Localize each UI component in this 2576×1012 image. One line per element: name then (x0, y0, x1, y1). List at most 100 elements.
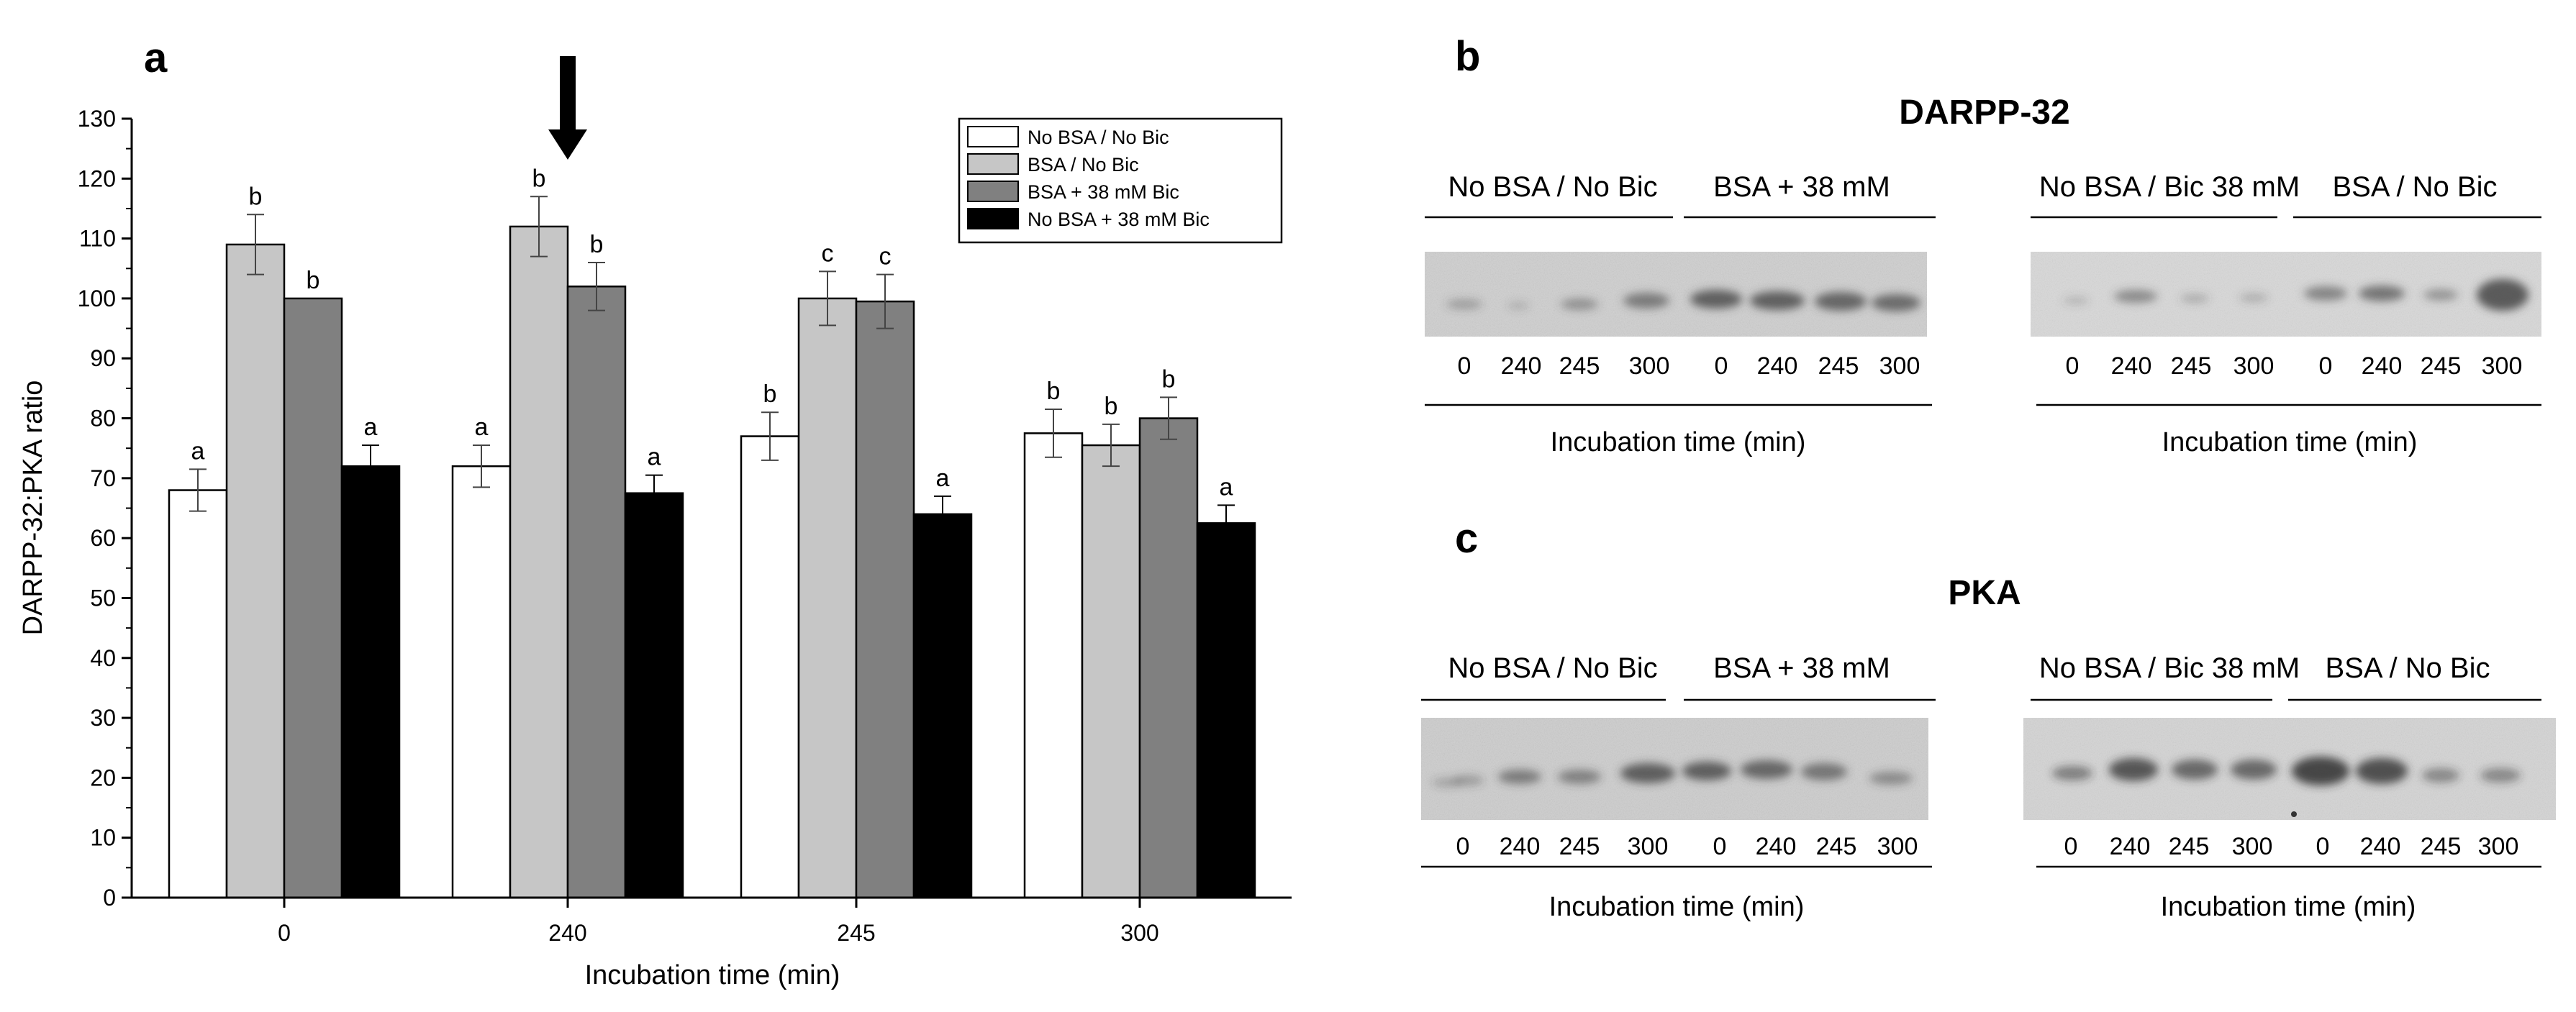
x-tick-label: 240 (548, 920, 586, 946)
lane-label: 245 (1818, 352, 1859, 380)
lane-label: 300 (1629, 352, 1670, 380)
y-tick-label: 110 (79, 226, 116, 252)
lane-label: 300 (2482, 352, 2523, 380)
significance-letter: c (879, 243, 892, 270)
blot-title-darpp32: DARPP-32 (1899, 94, 2069, 132)
y-tick-label: 100 (78, 286, 116, 311)
blot-panel-b: b DARPP-32 No BSA / No Bic BSA + 38 mM N… (1425, 33, 2541, 457)
lane-label: 300 (2232, 833, 2273, 860)
lane-label: 0 (1713, 833, 1727, 860)
blot-panel-c: c PKA No BSA / No Bic BSA + 38 mM No BSA… (1421, 515, 2556, 922)
lane-label: 0 (2064, 833, 2078, 860)
group-label: No BSA / No Bic (1448, 652, 1657, 684)
legend-label: No BSA / No Bic (1028, 127, 1169, 148)
x-axis-label: Incubation time (min) (585, 960, 840, 990)
significance-letter: b (1162, 365, 1176, 393)
legend-swatch (967, 208, 1019, 229)
bar (1023, 432, 1084, 899)
blot-image-darpp32-right (2031, 252, 2541, 337)
lane-label: 245 (2169, 833, 2210, 860)
significance-letter: a (475, 414, 489, 441)
blot-image-pka-left (1421, 718, 1928, 820)
legend-swatch (967, 126, 1019, 147)
lane-label: 0 (2319, 352, 2333, 380)
bar (340, 465, 401, 899)
bar (912, 513, 973, 899)
blot-x-label: Incubation time (min) (2162, 427, 2418, 457)
legend-label: BSA / No Bic (1028, 154, 1139, 175)
y-tick-label: 70 (90, 465, 116, 491)
legend-label: No BSA + 38 mM Bic (1028, 209, 1210, 230)
lane-label: 240 (2111, 352, 2152, 380)
significance-letter: b (307, 267, 320, 294)
y-tick-label: 40 (90, 645, 116, 671)
bar (509, 225, 569, 899)
legend-swatch (967, 181, 1019, 202)
bar (1196, 522, 1256, 899)
lane-label: 0 (1456, 833, 1470, 860)
group-label: No BSA / Bic 38 mM (2039, 652, 2300, 684)
x-axis: 0 240 245 300 (278, 898, 1159, 946)
y-tick-label: 90 (90, 345, 116, 371)
lane-label: 240 (1756, 833, 1797, 860)
group-label: BSA + 38 mM (1713, 652, 1890, 684)
arrow-annotation (548, 56, 587, 160)
lane-label: 300 (2478, 833, 2519, 860)
bar (740, 435, 800, 899)
bar (1081, 444, 1141, 899)
group-label: BSA + 38 mM (1713, 171, 1890, 203)
significance-letter: a (191, 437, 205, 465)
lane-label: 245 (1559, 833, 1600, 860)
lane-label: 0 (2066, 352, 2080, 380)
lane-labels: 0 240 245 300 0 240 245 300 (1458, 352, 1920, 380)
lane-label: 240 (1757, 352, 1798, 380)
panel-label-c: c (1455, 515, 1478, 562)
bar (797, 297, 858, 899)
lane-label: 240 (2360, 833, 2401, 860)
significance-letter: a (648, 444, 661, 471)
group-label: BSA / No Bic (2326, 652, 2490, 684)
lane-label: 240 (1500, 833, 1541, 860)
bar (225, 243, 286, 899)
legend: No BSA / No Bic BSA / No Bic BSA + 38 mM B… (958, 117, 1283, 244)
y-tick-label: 30 (90, 705, 116, 731)
lane-label: 0 (1715, 352, 1728, 380)
significance-letter: b (1047, 378, 1061, 405)
significance-letter: a (936, 465, 950, 492)
significance-letter: a (1220, 473, 1233, 501)
lane-label: 245 (2171, 352, 2212, 380)
panel-label-a: a (144, 35, 168, 81)
blot-x-label: Incubation time (min) (2161, 892, 2416, 922)
lane-labels: 0 240 245 300 0 240 245 300 (2066, 352, 2523, 380)
significance-letter: b (763, 380, 777, 408)
significance-letter: a (364, 414, 378, 441)
y-tick-label: 60 (90, 525, 116, 551)
lane-label: 240 (1501, 352, 1542, 380)
lane-label: 245 (1559, 352, 1600, 380)
bar (451, 465, 512, 899)
lane-label: 245 (2421, 352, 2462, 380)
x-tick-label: 0 (278, 920, 291, 946)
significance-letter: b (1105, 393, 1118, 420)
bar (624, 492, 684, 899)
bar (1138, 417, 1199, 899)
blot-image-pka-right (2023, 718, 2556, 820)
legend-swatch (967, 153, 1019, 175)
lane-labels: 0 240 245 300 0 240 245 300 (1456, 833, 1918, 860)
bar (283, 297, 343, 899)
lane-label: 300 (1879, 352, 1920, 380)
y-tick-label: 80 (90, 406, 116, 432)
lane-label: 300 (1877, 833, 1918, 860)
panel-label-b: b (1455, 33, 1480, 80)
y-tick-label: 0 (103, 885, 116, 911)
lane-label: 300 (1628, 833, 1669, 860)
lane-labels: 0 240 245 300 0 240 245 300 (2064, 833, 2519, 860)
lane-label: 245 (2421, 833, 2462, 860)
y-tick-label: 120 (78, 165, 116, 191)
y-axis: 0 10 20 30 40 50 60 70 80 90 100 110 120 130 (78, 106, 132, 911)
significance-letter: c (822, 240, 834, 267)
x-tick-label: 245 (837, 920, 875, 946)
lane-label: 300 (2233, 352, 2275, 380)
significance-letter: b (532, 165, 546, 192)
blot-x-label: Incubation time (min) (1551, 427, 1806, 457)
